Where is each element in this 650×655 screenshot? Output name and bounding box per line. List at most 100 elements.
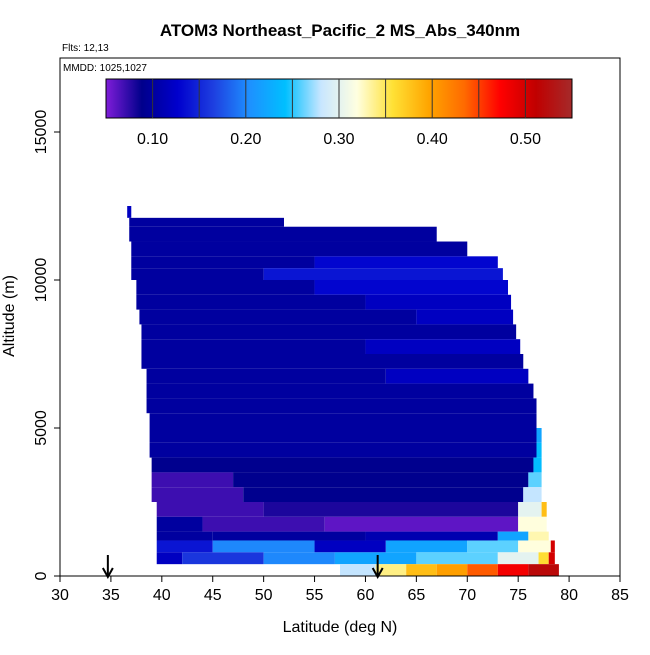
x-tick-label: 60 — [357, 587, 375, 604]
colorbar-tick-label: 0.20 — [230, 131, 261, 148]
heatmap-cell — [533, 457, 542, 473]
heatmap-cell — [406, 564, 437, 576]
heatmap-cell — [129, 217, 284, 227]
x-tick-label: 65 — [407, 587, 425, 604]
chart-title: ATOM3 Northeast_Pacific_2 MS_Abs_340nm — [160, 21, 520, 40]
plot-frame — [59, 57, 621, 577]
heatmap-cell — [467, 564, 498, 576]
heatmap-cell — [340, 564, 376, 576]
heatmap-cell — [156, 540, 213, 553]
x-tick-label: 45 — [204, 587, 222, 604]
heatmap-cell — [202, 516, 325, 532]
heatmap-cell — [528, 531, 549, 541]
heatmap-cell — [324, 516, 519, 532]
heatmap-cell — [212, 540, 315, 553]
heatmap-cells — [127, 206, 559, 576]
y-tick-label: 15000 — [33, 110, 50, 155]
heatmap-cell — [497, 531, 529, 541]
heatmap-cell — [129, 226, 437, 242]
latitude-arrow-head — [371, 567, 384, 580]
heatmap-cell — [146, 368, 386, 384]
x-tick-label: 50 — [255, 587, 273, 604]
heatmap-cell — [334, 552, 417, 565]
heatmap-cell — [365, 294, 512, 310]
heatmap-cell — [136, 294, 366, 310]
heatmap-cell — [497, 552, 539, 565]
heatmap-cell — [416, 309, 514, 325]
heatmap-cell — [136, 280, 315, 295]
x-tick-label: 35 — [102, 587, 120, 604]
latitude-arrows — [101, 555, 384, 580]
heatmap-cell — [365, 339, 521, 354]
latitude-arrow-head — [101, 567, 114, 580]
heatmap-cell — [550, 540, 555, 553]
heatmap-cell — [243, 487, 524, 502]
heatmap-cell — [548, 552, 555, 565]
heatmap-cell — [156, 502, 264, 517]
heatmap-cell — [139, 309, 417, 325]
x-tick-label: 30 — [51, 587, 69, 604]
heatmap-cell — [131, 256, 315, 269]
colorbar-tick-label: 0.30 — [323, 131, 354, 148]
heatmap-cell — [141, 324, 517, 340]
y-tick-label: 5000 — [33, 410, 50, 446]
heatmap-cell — [518, 502, 542, 517]
heatmap-cell — [263, 502, 519, 517]
heatmap-cell — [518, 540, 551, 553]
heatmap-cell — [156, 516, 203, 532]
heatmap-cell — [497, 564, 529, 576]
x-tick-label: 85 — [611, 587, 629, 604]
x-tick-label: 80 — [560, 587, 578, 604]
heatmap-cell — [156, 531, 213, 541]
heatmap-cell — [127, 206, 132, 218]
heatmap-cell — [146, 383, 534, 399]
colorbar-tick-label: 0.40 — [417, 131, 448, 148]
heatmap-cell — [212, 531, 366, 541]
y-axis-label: Altitude (m) — [1, 275, 18, 357]
heatmap-cell — [151, 457, 534, 473]
heatmap-cell — [528, 564, 559, 576]
heatmap-cell — [263, 268, 503, 280]
y-axis: 0 5000 10000 15000 — [33, 110, 60, 580]
colorbar-tick-label: 0.10 — [137, 131, 168, 148]
heatmap-cell — [436, 564, 468, 576]
x-tick-label: 70 — [458, 587, 476, 604]
heatmap-cell — [541, 502, 547, 517]
heatmap-cell — [131, 241, 468, 257]
heatmap-cell — [149, 442, 537, 458]
heatmap-cell — [314, 256, 498, 269]
colorbar: 0.10 0.20 0.30 0.40 0.50 — [105, 78, 573, 148]
heatmap-cell — [314, 540, 386, 553]
heatmap-cell — [536, 428, 542, 443]
heatmap-cell — [141, 354, 524, 369]
heatmap-cell — [263, 552, 335, 565]
heatmap-cell — [385, 368, 529, 384]
flights-note: Flts: 12,13 — [62, 43, 109, 54]
date-note: MMDD: 1025,1027 — [63, 63, 147, 74]
heatmap-cell — [528, 472, 542, 488]
heatmap-cell — [538, 552, 549, 565]
heatmap-cell — [141, 339, 366, 354]
heatmap-cell — [523, 487, 542, 502]
heatmap-cell — [385, 540, 468, 553]
heatmap-cell — [156, 552, 183, 565]
y-tick-label: 10000 — [33, 258, 50, 303]
heatmap-cell — [416, 552, 498, 565]
x-tick-label: 55 — [306, 587, 324, 604]
heatmap-cell — [518, 516, 547, 532]
heatmap-cell — [151, 472, 234, 488]
x-axis-label: Latitude (deg N) — [283, 619, 398, 636]
heatmap-cell — [146, 398, 537, 414]
heatmap-cell — [151, 487, 244, 502]
y-tick-label: 0 — [33, 571, 50, 580]
colorbar-tick-label: 0.50 — [510, 131, 541, 148]
heatmap-cell — [314, 280, 508, 295]
heatmap-cell — [467, 540, 519, 553]
x-axis: 30 35 40 45 50 55 60 65 70 75 80 85 — [51, 576, 629, 604]
heatmap-cell — [375, 564, 407, 576]
heatmap-cell — [131, 268, 264, 280]
heatmap-cell — [149, 413, 537, 428]
heatmap-cell — [365, 531, 498, 541]
